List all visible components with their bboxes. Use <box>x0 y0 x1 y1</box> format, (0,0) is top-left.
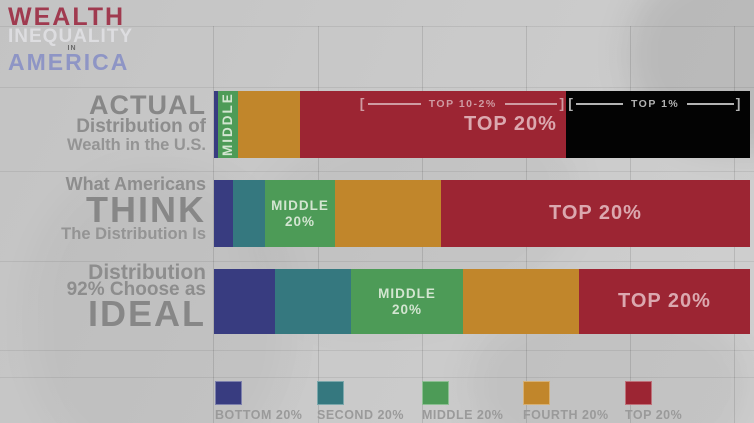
gridline-horizontal <box>0 350 754 351</box>
row-label-actual: ACTUAL Distribution of Wealth in the U.S… <box>0 90 206 154</box>
legend-item-second-20: SECOND 20% <box>317 381 404 422</box>
title-in: IN <box>67 45 77 52</box>
row-label-line: IDEAL <box>88 293 206 334</box>
bracket-top-1-: [TOP 1%] <box>568 95 742 111</box>
row-label-think: What Americans THINK The Distribution Is <box>0 175 206 243</box>
legend-item-fourth-20: FOURTH 20% <box>523 381 609 422</box>
legend-swatch <box>523 381 550 405</box>
gridline-horizontal <box>0 377 754 378</box>
bar-segment-actual-top1 <box>565 91 750 158</box>
gridline-horizontal <box>0 87 754 88</box>
bar-segment-think-bottom <box>214 180 233 247</box>
legend-swatch <box>317 381 344 405</box>
row-label-line: Wealth in the U.S. <box>66 136 206 154</box>
legend-swatch <box>215 381 242 405</box>
segment-label: MIDDLE <box>220 92 235 157</box>
bar-actual: MIDDLE TOP 20% [TOP 10-2%][TOP 1%] <box>214 91 750 158</box>
bar-segment-actual-fourth <box>238 91 300 158</box>
row-label-ideal: Distribution 92% Choose as IDEAL <box>0 261 206 334</box>
row-label-line: THINK <box>86 189 206 230</box>
legend-swatch <box>422 381 449 405</box>
bar-segment-ideal-middle: MIDDLE 20% <box>350 269 463 334</box>
gridline-horizontal <box>0 261 754 262</box>
legend-label: FOURTH 20% <box>523 408 609 422</box>
legend-item-bottom-20: BOTTOM 20% <box>215 381 302 422</box>
row-label-line: What Americans <box>65 174 206 194</box>
segment-label: MIDDLE 20% <box>378 285 436 317</box>
legend-item-top-20: TOP 20% <box>625 381 682 422</box>
legend-label: MIDDLE 20% <box>422 408 504 422</box>
gridline-horizontal <box>0 171 754 172</box>
bar-segment-think-second <box>232 180 265 247</box>
segment-label: TOP 20% <box>617 290 711 312</box>
bar-segment-think-middle: MIDDLE 20% <box>264 180 335 247</box>
bar-segment-think-fourth <box>334 180 441 247</box>
bar-segment-think-top: TOP 20% <box>440 180 750 247</box>
segment-label: TOP 20% <box>463 113 557 135</box>
bar-segment-actual-middle: MIDDLE <box>218 91 238 158</box>
bar-ideal: MIDDLE 20% TOP 20% <box>214 269 750 334</box>
legend-item-middle-20: MIDDLE 20% <box>422 381 503 422</box>
legend-label: TOP 20% <box>625 408 683 422</box>
bar-segment-ideal-second <box>274 269 351 334</box>
title-lockup: WEALTH INEQUALITY IN AMERICA <box>8 3 148 75</box>
bracket-top-10-2-: [TOP 10-2%] <box>359 95 566 111</box>
title-wealth: WEALTH <box>8 3 126 31</box>
gridline-vertical <box>213 26 214 423</box>
bar-segment-ideal-fourth <box>463 269 579 334</box>
bar-segment-ideal-bottom <box>214 269 275 334</box>
bar-segment-ideal-top: TOP 20% <box>578 269 750 334</box>
title-america: AMERICA <box>8 49 130 75</box>
bar-segment-actual-bottom <box>214 91 219 158</box>
legend-label: BOTTOM 20% <box>215 408 303 422</box>
row-label-line: 92% Choose as <box>66 279 206 300</box>
bar-segment-actual-top: TOP 20% <box>300 91 566 158</box>
row-label-line: Distribution <box>88 261 206 284</box>
segment-label: TOP 20% <box>548 202 642 224</box>
legend-swatch <box>625 381 652 405</box>
segment-label: MIDDLE 20% <box>271 197 329 229</box>
bar-think: MIDDLE 20% TOP 20% <box>214 180 750 247</box>
row-label-line: ACTUAL <box>89 90 206 120</box>
legend-label: SECOND 20% <box>317 408 404 422</box>
row-label-line: The Distribution Is <box>61 225 206 243</box>
gridline-horizontal <box>0 26 754 27</box>
title-inequality: INEQUALITY <box>8 26 134 47</box>
row-label-line: Distribution of <box>76 116 206 137</box>
